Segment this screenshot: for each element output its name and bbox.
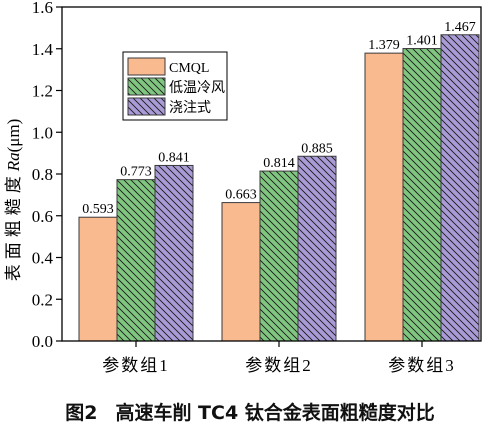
- legend-item: 低温冷风: [127, 77, 225, 96]
- data-label-series2-group1: 0.773: [120, 165, 152, 180]
- figure-title: 高速车削 TC4 钛合金表面粗糙度对比: [115, 401, 435, 424]
- data-labels-layer: 0.593 0.773 0.841 0.663 0.814 0.885 1.379 1.401…: [82, 20, 476, 217]
- legend-swatch: [127, 77, 166, 96]
- y-axis: 0.0 0.2 0.4 0.6 0.8 1.0 1.2 1.4 1.6: [32, 0, 62, 351]
- x-axis: 参数组1 参数组2 参数组3: [102, 341, 456, 375]
- bars-layer: [78, 34, 480, 342]
- legend-swatch: [127, 57, 166, 76]
- x-tick-label: 参数组3: [388, 356, 456, 375]
- bar-series3-group1: [154, 164, 194, 342]
- bar-series1-group3: [364, 52, 404, 342]
- y-tick-label: 0.2: [32, 290, 53, 309]
- x-tick-label: 参数组2: [245, 356, 313, 375]
- y-tick-label: 0.8: [32, 165, 53, 184]
- y-axis-title-symbol: Ra: [4, 152, 23, 172]
- data-label-series2-group2: 0.814: [263, 156, 295, 171]
- data-label-series1-group1: 0.593: [82, 202, 114, 217]
- legend-item: CMQL: [127, 57, 209, 76]
- y-tick-label: 0.4: [32, 249, 54, 268]
- y-axis-title: 表面粗糙度Ra(μm): [4, 119, 23, 282]
- figure-caption: 图2 高速车削 TC4 钛合金表面粗糙度对比: [0, 396, 500, 426]
- bar-series1-group1: [78, 216, 118, 342]
- legend-label: 浇注式: [169, 100, 211, 116]
- bar-series3-group2: [297, 155, 337, 342]
- data-label-series3-group1: 0.841: [158, 150, 190, 165]
- y-axis-title-unit: (μm): [4, 119, 23, 153]
- y-tick-label: 1.6: [32, 0, 53, 17]
- y-tick-label: 1.0: [32, 123, 53, 142]
- figure-number: 图2: [65, 401, 98, 424]
- data-label-series1-group2: 0.663: [225, 188, 257, 203]
- bar-series1-group2: [221, 202, 261, 342]
- data-label-series1-group3: 1.379: [368, 38, 400, 53]
- bar-series2-group1: [116, 179, 156, 342]
- data-label-series3-group3: 1.467: [444, 20, 476, 35]
- bar-series2-group2: [259, 170, 299, 342]
- legend-label: 低温冷风: [169, 80, 225, 96]
- y-tick-label: 0.6: [32, 207, 53, 226]
- legend-label: CMQL: [169, 61, 209, 76]
- y-tick-label: 1.4: [32, 40, 54, 59]
- y-axis-title-text: 表面粗糙度: [4, 171, 23, 281]
- x-tick-label: 参数组1: [102, 356, 170, 375]
- y-tick-label: 0.0: [32, 332, 53, 351]
- data-label-series2-group3: 1.401: [406, 34, 438, 49]
- bar-series2-group3: [402, 48, 442, 342]
- legend-item: 浇注式: [127, 97, 211, 116]
- legend-swatch: [127, 97, 166, 116]
- y-tick-label: 1.2: [32, 82, 53, 101]
- bar-series3-group3: [440, 34, 480, 342]
- data-label-series3-group2: 0.885: [301, 141, 333, 156]
- bar-chart: 0.593 0.773 0.841 0.663 0.814 0.885 1.379 1.401…: [4, 0, 482, 375]
